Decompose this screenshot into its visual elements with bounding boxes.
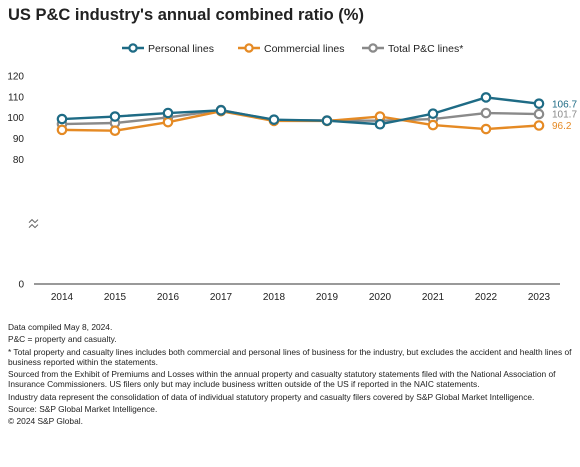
x-tick-label-2019: 2019 bbox=[316, 292, 339, 303]
y-axis: 120 110 100 90 80 0 bbox=[7, 72, 39, 291]
note-copyright: © 2024 S&P Global. bbox=[8, 416, 83, 427]
point-0-2018 bbox=[268, 114, 280, 125]
y-tick-label-0: 0 bbox=[18, 280, 24, 291]
point-1-2015 bbox=[109, 125, 121, 137]
x-axis: 2014 2015 2016 2017 2018 2019 2020 2021 2022 2023 bbox=[34, 283, 560, 303]
note-source-detail: Sourced from the Exhibit of Premiums and… bbox=[8, 369, 556, 390]
legend-label-2: Total P&C lines* bbox=[388, 43, 463, 55]
point-0-2019 bbox=[321, 115, 333, 127]
note-total-definition: * Total property and casualty lines incl… bbox=[8, 346, 572, 367]
legend-label-0: Personal lines bbox=[148, 43, 214, 55]
legend-marker-1 bbox=[244, 43, 254, 53]
point-0-2021 bbox=[427, 108, 439, 119]
y-tick-label-110: 110 bbox=[8, 92, 24, 103]
point-1-2016 bbox=[162, 116, 174, 128]
note-source: Source: S&P Global Market Intelligence. bbox=[8, 403, 158, 414]
y-tick-label-80: 80 bbox=[13, 155, 25, 166]
point-1-2014 bbox=[56, 124, 68, 136]
line-chart: Personal lines Commercial lines Total P&C … bbox=[7, 43, 577, 303]
point-0-2017 bbox=[215, 105, 227, 116]
x-tick-label-2017: 2017 bbox=[210, 292, 233, 303]
legend-marker-0 bbox=[128, 43, 138, 53]
y-tick-label-100: 100 bbox=[7, 113, 24, 124]
x-tick-label-2016: 2016 bbox=[157, 292, 180, 303]
chart-legend: Personal lines Commercial lines Total P&C … bbox=[122, 43, 463, 55]
x-tick-label-2021: 2021 bbox=[422, 292, 445, 303]
footnotes: Data compiled May 8, 2024. P&C = propert… bbox=[8, 322, 574, 429]
note-date: Data compiled May 8, 2024. bbox=[8, 322, 113, 332]
point-0-2015 bbox=[109, 111, 121, 122]
point-0-2020 bbox=[374, 118, 386, 130]
note-abbreviation: P&C = property and casualty. bbox=[8, 334, 117, 345]
point-2-2023 bbox=[533, 108, 545, 120]
series-line-0 bbox=[61, 96, 540, 126]
legend-label-1: Commercial lines bbox=[264, 43, 345, 55]
x-tick-label-2018: 2018 bbox=[263, 292, 286, 303]
end-label-2: 101.7 bbox=[552, 110, 577, 121]
point-1-2023 bbox=[533, 120, 545, 131]
y-tick-label-90: 90 bbox=[13, 134, 25, 145]
y-tick-label-120: 120 bbox=[7, 72, 24, 83]
point-0-2016 bbox=[162, 107, 174, 119]
series-group bbox=[56, 92, 545, 137]
x-tick-label-2022: 2022 bbox=[475, 292, 498, 303]
legend-marker-2 bbox=[368, 43, 378, 53]
point-0-2022 bbox=[480, 92, 492, 103]
axis-break-lower bbox=[28, 223, 39, 229]
point-2-2022 bbox=[480, 107, 492, 119]
axis-break-upper bbox=[28, 218, 39, 224]
x-tick-label-2020: 2020 bbox=[369, 292, 392, 303]
end-label-1: 96.2 bbox=[552, 121, 572, 132]
x-tick-label-2015: 2015 bbox=[104, 292, 127, 303]
point-0-2014 bbox=[56, 113, 68, 125]
note-consolidation: Industry data represent the consolidatio… bbox=[8, 391, 535, 402]
x-tick-label-2023: 2023 bbox=[528, 292, 551, 303]
end-label-0: 106.7 bbox=[552, 99, 577, 110]
point-1-2021 bbox=[427, 119, 439, 131]
chart-title: US P&C industry's annual combined ratio … bbox=[8, 6, 364, 24]
point-1-2022 bbox=[480, 123, 492, 135]
x-tick-label-2014: 2014 bbox=[51, 292, 74, 303]
point-0-2023 bbox=[533, 98, 545, 109]
